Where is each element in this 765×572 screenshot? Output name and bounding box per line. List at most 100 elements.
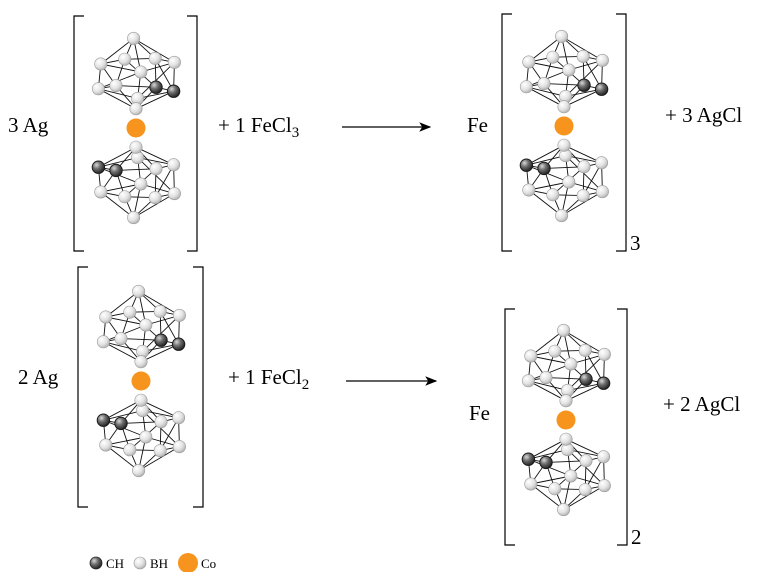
bh-atom: [132, 464, 146, 478]
byproduct-label: + 3 AgCl: [665, 103, 742, 127]
cage-bond: [528, 61, 569, 71]
cage-bond: [103, 399, 142, 421]
cage-bond: [526, 155, 566, 166]
bh-atom: [134, 393, 148, 407]
legend: CH BH Co: [89, 553, 216, 572]
cage-bond: [526, 86, 566, 97]
cage-bond: [565, 60, 603, 97]
cage-bond: [98, 88, 138, 99]
cage-bond: [133, 193, 175, 218]
right-bracket: [617, 308, 628, 546]
cage-bond: [98, 88, 137, 110]
cage-bond: [528, 36, 562, 63]
ch-atom: [154, 333, 168, 347]
product-subscript: 3: [630, 231, 641, 255]
cage-bond: [105, 316, 146, 326]
cage-bond: [567, 354, 605, 391]
ch-atom: [149, 80, 163, 94]
cage-bond: [98, 157, 138, 168]
cage-bond: [530, 483, 564, 510]
bh-atom: [578, 483, 592, 497]
cage-bond: [138, 291, 180, 316]
bh-atom: [132, 284, 146, 298]
ch-atom: [171, 337, 186, 351]
bh-atom: [134, 65, 148, 79]
product-metal-label: Fe: [469, 401, 490, 425]
cage-bond: [133, 38, 175, 63]
bh-atom: [94, 57, 108, 71]
bh-atom: [576, 49, 590, 63]
cobaltacarborane-complex: [96, 284, 186, 478]
cage-bond: [142, 410, 180, 447]
cobaltacarborane-complex: [91, 31, 181, 225]
bh-atom: [559, 394, 573, 408]
bh-atom: [129, 140, 143, 154]
bh-atom: [595, 53, 609, 67]
legend-label-co: Co: [201, 556, 216, 571]
bh-atom: [139, 430, 153, 444]
cage-bond: [563, 330, 605, 355]
bh-atom: [557, 503, 571, 517]
cage-bond: [528, 181, 569, 191]
bh-atom: [522, 55, 536, 69]
ch-atom: [539, 455, 553, 470]
cage-bond: [103, 410, 143, 421]
cage-bond: [140, 343, 179, 363]
cage-bond: [137, 157, 175, 194]
bh-atom: [555, 209, 569, 223]
bh-atom: [546, 188, 560, 202]
cage-atoms: [519, 29, 609, 223]
ch-atom: [519, 158, 534, 172]
bh-atom: [148, 191, 162, 205]
cage-bond: [103, 341, 142, 363]
cage-bond: [563, 88, 602, 108]
bh-atom: [127, 31, 141, 45]
cage-bond: [561, 36, 603, 61]
right-bracket: [187, 15, 198, 252]
bh-atom: [167, 55, 181, 69]
bh-atom: [557, 138, 571, 152]
bh-atom: [91, 82, 105, 96]
bh-atom: [557, 100, 571, 114]
cage-atoms: [521, 323, 611, 517]
bh-atom: [129, 102, 143, 116]
left-bracket: [504, 308, 515, 546]
co-atom-icon: [178, 553, 198, 572]
bh-atom: [576, 189, 590, 203]
cage-bond: [528, 438, 567, 460]
left-bracket: [73, 15, 84, 252]
bh-atom: [557, 323, 571, 337]
bh-atom: [522, 183, 536, 197]
cage-bond: [105, 436, 146, 446]
cage-bond: [137, 62, 175, 99]
cage-bond: [561, 191, 603, 216]
bh-atom: [564, 357, 578, 371]
cage-bond: [567, 449, 605, 486]
cage-bond: [142, 315, 180, 352]
byproduct-label: + 2 AgCl: [663, 392, 740, 416]
bh-atom: [109, 79, 123, 93]
bh-atom: [521, 374, 535, 388]
bh-atom: [94, 185, 108, 199]
bh-atom: [148, 51, 162, 65]
bh-atom: [578, 343, 592, 357]
cage-bond: [528, 380, 568, 391]
cobaltacarborane-complex: [519, 29, 609, 223]
bh-atom: [99, 438, 113, 452]
cage-bond: [526, 86, 565, 108]
product-subscript: 2: [631, 525, 642, 549]
bh-atom: [153, 444, 167, 458]
bh-atom: [562, 63, 576, 77]
cage-bond: [526, 144, 565, 166]
cage-atoms: [96, 284, 186, 478]
bh-atom: [546, 50, 560, 64]
bh-atom: [555, 29, 569, 43]
bh-atom: [167, 187, 181, 201]
bh-atom: [96, 335, 110, 349]
reagent-subscript: 2: [302, 377, 310, 393]
ch-atom: [96, 413, 111, 427]
reactant-metal-label: 3 Ag: [8, 113, 49, 137]
reagent-label: + 1 FeCl3: [218, 113, 299, 141]
cage-bond: [135, 146, 174, 166]
bh-atom: [134, 177, 148, 191]
